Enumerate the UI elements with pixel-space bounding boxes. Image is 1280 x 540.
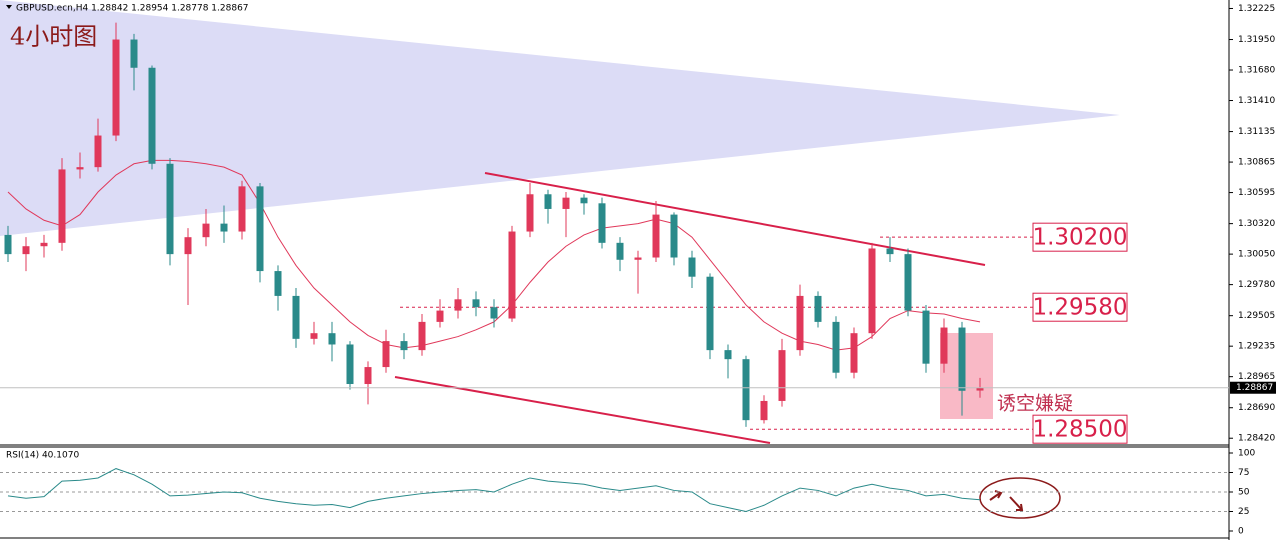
y-tick-label: 1.29235	[1238, 342, 1275, 352]
candle-body	[184, 237, 192, 255]
y-tick-label: 1.31410	[1238, 96, 1275, 106]
candle-body	[760, 400, 768, 421]
candle-body	[958, 327, 966, 391]
candle-body	[238, 186, 246, 232]
current-price-box	[1230, 381, 1276, 394]
y-tick-label: 100	[1238, 449, 1255, 459]
y-tick-label: 1.31950	[1238, 35, 1275, 45]
level-box	[1032, 292, 1128, 322]
candle-body	[328, 333, 336, 345]
candle-body	[400, 341, 408, 351]
level-label: 1.29580	[1032, 295, 1127, 321]
candle-body	[22, 246, 30, 255]
y-tick-label: 1.28420	[1238, 434, 1275, 444]
candle-body	[418, 321, 426, 351]
candle-body	[832, 321, 840, 373]
y-tick-label: 1.29505	[1238, 311, 1275, 321]
candle-body	[598, 203, 606, 243]
candle-body	[382, 341, 390, 368]
candle-body	[112, 39, 120, 136]
y-tick-label: 1.30865	[1238, 158, 1275, 168]
level-box	[1032, 222, 1128, 252]
y-tick-label: 25	[1238, 507, 1249, 517]
candle-body	[220, 223, 228, 232]
candle-body	[580, 197, 588, 204]
pattern-note: 诱空嫌疑	[997, 393, 1073, 415]
triangle-pattern	[0, 0, 1120, 236]
y-tick-label: 1.29780	[1238, 280, 1275, 290]
candle-body	[310, 333, 318, 339]
chart-title: GBPUSD.ecn,H4 1.28842 1.28954 1.28778 1.…	[16, 4, 249, 14]
candle-body	[526, 194, 534, 232]
level-box	[1032, 414, 1128, 444]
candle-body	[562, 197, 570, 209]
highlight-box	[940, 333, 993, 419]
candle-body	[166, 163, 174, 255]
y-tick-label: 1.31680	[1238, 66, 1275, 76]
candle-body	[670, 214, 678, 258]
y-tick-label: 1.32225	[1238, 4, 1275, 14]
candle-body	[274, 271, 282, 296]
candle-body	[922, 310, 930, 364]
rsi-circle	[979, 477, 1061, 519]
candle-body	[742, 359, 750, 421]
candle-body	[292, 295, 300, 339]
candle-body	[4, 234, 12, 255]
candle-body	[94, 135, 102, 168]
candle-body	[346, 344, 354, 385]
y-tick-label: 1.30320	[1238, 219, 1275, 229]
y-tick-label: 1.28690	[1238, 403, 1275, 413]
candle-body	[976, 387, 984, 391]
y-tick-label: 0	[1238, 527, 1244, 537]
timeframe-note: 4小时图	[10, 23, 97, 51]
candle-body	[454, 299, 462, 311]
candle-body	[706, 276, 714, 351]
candle-body	[436, 310, 444, 322]
candle-body	[130, 39, 138, 68]
level-label: 1.30200	[1032, 225, 1127, 251]
candle-body	[778, 350, 786, 401]
y-tick-label: 1.30050	[1238, 250, 1275, 260]
y-tick-label: 50	[1238, 488, 1250, 498]
candle-body	[724, 350, 732, 360]
candle-body	[544, 194, 552, 209]
candle-body	[634, 257, 642, 260]
candle-body	[688, 257, 696, 277]
candle-body	[202, 223, 210, 238]
candle-body	[148, 67, 156, 164]
candle-body	[616, 242, 624, 260]
level-label: 1.28500	[1032, 417, 1127, 443]
candle-body	[850, 333, 858, 373]
candle-body	[76, 167, 84, 170]
candle-body	[796, 295, 804, 351]
candle-body	[652, 214, 660, 258]
candle-body	[490, 307, 498, 319]
candle-body	[814, 295, 822, 322]
candle-body	[904, 254, 912, 311]
candle-body	[508, 231, 516, 319]
upper-trendline	[484, 172, 986, 266]
menu-arrow	[6, 5, 12, 9]
down-arrow	[1009, 496, 1024, 511]
candle-body	[940, 327, 948, 364]
candle-body	[472, 299, 480, 308]
current-price-label: 1.28867	[1236, 383, 1273, 393]
candle-body	[868, 248, 876, 334]
y-tick-label: 1.31135	[1238, 127, 1275, 137]
rsi-title: RSI(14) 40.1070	[6, 451, 79, 461]
y-tick-label: 1.28965	[1238, 372, 1275, 382]
candle-body	[40, 242, 48, 247]
rsi-line	[7, 468, 981, 513]
candle-body	[58, 169, 66, 243]
candle-body	[364, 367, 372, 385]
y-tick-label: 75	[1238, 468, 1249, 478]
candle-body	[886, 248, 894, 255]
candle-body	[256, 186, 264, 272]
y-tick-label: 1.30595	[1238, 188, 1275, 198]
